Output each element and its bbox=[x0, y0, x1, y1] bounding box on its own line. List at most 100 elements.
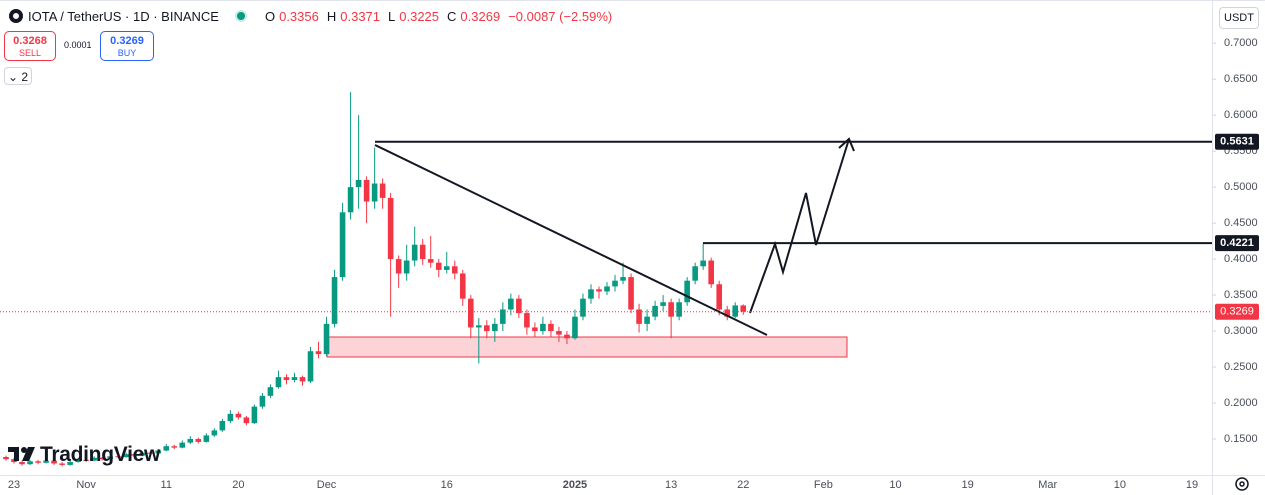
candle-body bbox=[524, 313, 530, 328]
x-tick-label: 19 bbox=[1186, 479, 1198, 491]
candle-body bbox=[283, 377, 290, 380]
candle-body bbox=[75, 459, 81, 463]
x-tick-label: 22 bbox=[737, 479, 749, 491]
candle-body bbox=[716, 284, 723, 310]
x-tick-label: 2025 bbox=[563, 479, 587, 491]
candle-body bbox=[708, 260, 714, 285]
candle-body bbox=[315, 351, 322, 355]
x-tick-label: 20 bbox=[232, 479, 244, 491]
candle-body bbox=[259, 395, 266, 407]
candle-body bbox=[676, 302, 682, 317]
candle-body bbox=[740, 305, 747, 312]
x-tick-label: 19 bbox=[961, 479, 973, 491]
candle-body bbox=[187, 439, 194, 443]
candle-body bbox=[532, 327, 538, 332]
x-tick-label: 16 bbox=[441, 479, 453, 491]
candle-body bbox=[91, 457, 97, 461]
candle-body bbox=[516, 298, 522, 314]
x-tick-label: 10 bbox=[1114, 479, 1126, 491]
candle-body bbox=[35, 461, 41, 463]
candle-body bbox=[652, 305, 658, 317]
ohlc-label: L bbox=[388, 8, 396, 24]
candle-body bbox=[331, 277, 338, 324]
symbol-name[interactable]: IOTA / TetherUS · 1D · BINANCE bbox=[28, 8, 219, 24]
projection-arrowhead bbox=[838, 137, 855, 152]
buy-price: 0.3269 bbox=[110, 35, 144, 47]
candle-body bbox=[27, 461, 33, 465]
candle-body bbox=[163, 446, 170, 451]
level-box bbox=[1215, 133, 1259, 150]
overlay: 0.3269 0.5631 0.4221 bbox=[0, 133, 1259, 320]
candle-body bbox=[467, 298, 474, 328]
candle-body bbox=[155, 450, 162, 454]
candle-body bbox=[435, 262, 442, 270]
y-tick-label: 0.5000 bbox=[1224, 181, 1258, 193]
y-tick-label: 0.3500 bbox=[1224, 289, 1258, 301]
currency-selector[interactable]: USDT bbox=[1219, 7, 1259, 29]
sell-label: SELL bbox=[18, 48, 42, 58]
candle-body bbox=[604, 286, 610, 292]
projection-path bbox=[749, 138, 850, 314]
candle-body bbox=[203, 435, 210, 442]
candle-body bbox=[107, 456, 113, 460]
y-tick-label: 0.1500 bbox=[1224, 433, 1258, 445]
settings-icon[interactable] bbox=[1235, 477, 1249, 491]
last-price-label: 0.3269 bbox=[1220, 306, 1254, 318]
candle-body bbox=[363, 179, 370, 202]
candle-body bbox=[492, 323, 498, 332]
candle-body bbox=[660, 302, 666, 306]
candle-body bbox=[403, 260, 410, 274]
candles bbox=[3, 92, 747, 467]
candle-body bbox=[195, 439, 202, 442]
candle-body bbox=[347, 187, 354, 213]
candle-body bbox=[339, 212, 346, 278]
candle-body bbox=[427, 259, 434, 263]
candle-body bbox=[83, 459, 89, 461]
candle-body bbox=[732, 305, 739, 317]
candle-body bbox=[564, 334, 570, 339]
ohlc-value: 0.3269 bbox=[460, 8, 501, 24]
candle-body bbox=[59, 463, 65, 465]
candle-body bbox=[684, 280, 690, 303]
buy-button[interactable]: 0.3269 BUY bbox=[100, 31, 154, 61]
y-tick-label: 0.4000 bbox=[1224, 253, 1258, 265]
candle-body bbox=[475, 325, 482, 328]
level-box bbox=[1215, 235, 1259, 252]
symbol-header: IOTA / TetherUS · 1D · BINANCE O 0.3356 H… bbox=[8, 8, 616, 24]
y-tick-label: 0.2500 bbox=[1224, 361, 1258, 373]
candle-body bbox=[548, 323, 554, 332]
candle-body bbox=[251, 406, 258, 424]
candle-body bbox=[620, 277, 626, 281]
candle-body bbox=[508, 298, 514, 310]
candle-body bbox=[19, 462, 25, 465]
x-tick-label: Mar bbox=[1038, 479, 1057, 491]
candle-body bbox=[227, 413, 234, 422]
candle-body bbox=[500, 309, 506, 324]
candle-body bbox=[419, 244, 426, 260]
ohlc-label: O bbox=[264, 8, 276, 24]
candle-body bbox=[724, 309, 731, 317]
candle-body bbox=[596, 289, 602, 292]
buy-label: BUY bbox=[117, 48, 137, 58]
logo-text: TradingView bbox=[40, 443, 161, 466]
y-tick-label: 0.4500 bbox=[1224, 217, 1258, 229]
level-label: 0.4221 bbox=[1220, 237, 1254, 249]
trend-line bbox=[374, 144, 768, 336]
x-tick-label: 13 bbox=[665, 479, 677, 491]
candle-body bbox=[235, 413, 242, 418]
indicators-toggle[interactable]: ⌄ 2 bbox=[4, 67, 32, 85]
market-status bbox=[234, 10, 247, 22]
y-tick-label: 0.3000 bbox=[1224, 325, 1258, 337]
candle-body bbox=[131, 454, 138, 456]
candle-body bbox=[692, 266, 698, 281]
candle-body bbox=[580, 298, 586, 317]
candle-body bbox=[51, 460, 57, 464]
candle-body bbox=[355, 179, 362, 188]
candle-body bbox=[139, 452, 146, 456]
candle-body bbox=[668, 302, 674, 317]
sell-button[interactable]: 0.3268 SELL bbox=[4, 31, 56, 61]
candle-body bbox=[395, 259, 402, 274]
support-zone bbox=[326, 336, 848, 358]
candle-body bbox=[307, 351, 314, 382]
